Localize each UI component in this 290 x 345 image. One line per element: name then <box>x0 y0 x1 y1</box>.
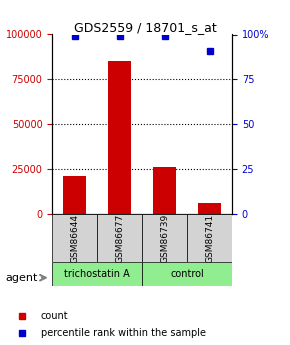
Text: agent: agent <box>6 273 38 283</box>
Text: GSM86739: GSM86739 <box>160 214 169 263</box>
Text: GSM86644: GSM86644 <box>70 214 79 263</box>
Text: GSM86677: GSM86677 <box>115 214 124 263</box>
FancyBboxPatch shape <box>52 214 97 262</box>
Text: control: control <box>170 269 204 279</box>
Text: trichostatin A: trichostatin A <box>64 269 130 279</box>
Bar <box>198 203 221 214</box>
FancyBboxPatch shape <box>142 214 187 262</box>
FancyBboxPatch shape <box>52 262 142 286</box>
Bar <box>64 176 86 214</box>
Text: count: count <box>41 311 68 321</box>
Bar <box>153 167 176 214</box>
Bar <box>108 61 131 214</box>
Text: percentile rank within the sample: percentile rank within the sample <box>41 328 206 338</box>
FancyBboxPatch shape <box>97 214 142 262</box>
FancyBboxPatch shape <box>187 214 232 262</box>
Text: GDS2559 / 18701_s_at: GDS2559 / 18701_s_at <box>74 21 216 34</box>
FancyBboxPatch shape <box>142 262 232 286</box>
Text: GSM86741: GSM86741 <box>205 214 214 263</box>
